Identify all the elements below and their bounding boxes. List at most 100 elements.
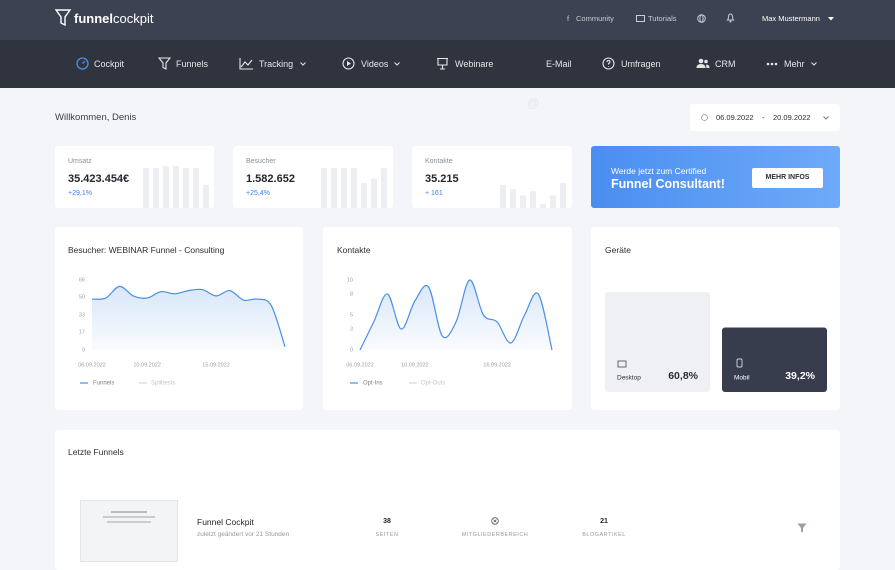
chart-title: Geräte [605,245,631,255]
x-tick-label: 16.09.2022 [483,362,511,368]
date-sep: - [762,113,765,122]
sparkline-bar [530,191,536,208]
y-tick-label: 50 [79,294,85,300]
device-value: 39,2% [785,370,815,382]
y-tick-label: 0 [350,347,353,353]
logo[interactable]: funnelcockpit [74,11,153,26]
sparkline-bar [500,184,506,208]
line-area [92,286,285,350]
funnel-modified: zuletzt geändert vor 21 Stunden [197,531,290,538]
chevron [811,62,817,66]
sparkline-bar [153,168,159,208]
filter-icon[interactable] [797,523,807,533]
x-tick-label: 10.09.2022 [401,362,429,368]
sparkline-bar [361,182,367,208]
tutorials-link[interactable]: Tutorials [648,14,677,23]
cockpit-icon [76,57,89,70]
logo-bold: funnel [74,11,113,26]
stat-value: 35.215 [425,173,459,185]
funnel-thumbnail[interactable] [80,500,178,562]
nav-webinare[interactable]: Webinare [455,59,494,69]
sparkline-bar [381,168,387,208]
caret [828,17,834,21]
globe-icon[interactable] [697,14,706,23]
y-tick-label: 0 [82,347,85,353]
sparkline-bar [341,168,347,208]
promo-line1: Werde jetzt zum Certified [611,166,707,176]
x-tick-label: 10.09.2022 [133,362,161,368]
promo-button[interactable]: MEHR INFOS [752,168,823,188]
sparkline-bar [550,195,556,208]
stat-label: Besucher [246,158,276,165]
stat-number: 21 [600,518,608,525]
nav-crm[interactable]: CRM [715,59,736,69]
promo-banner[interactable]: Werde jetzt zum Certified Funnel Consult… [591,146,840,208]
community-link[interactable]: Community [576,14,614,23]
nav-umfragen[interactable]: Umfragen [621,59,661,69]
legend-label: Opt-Ins [363,381,383,387]
nav-videos[interactable]: Videos [361,59,389,69]
sparkline-bar [203,184,209,208]
x-tick-label: 15.09.2022 [202,362,230,368]
bell-icon[interactable] [726,13,735,23]
date-picker[interactable]: 06.09.2022 - 20.09.2022 [690,104,840,131]
sparkline-bar [371,178,377,208]
date-from: 06.09.2022 [716,113,754,122]
chevron [823,116,829,120]
device-bar [722,327,827,392]
chevron [300,62,306,66]
sparkline-bar [143,168,149,208]
legend-label: Opt-Outs [421,381,445,387]
stat-change: +29,1% [68,190,92,197]
nav-mehr[interactable]: Mehr [784,59,805,69]
stat-caption: BLOGARTIKEL [582,532,626,538]
nav-email[interactable]: E-Mail [546,59,572,69]
logo-icon [55,9,71,27]
survey-icon [602,57,615,70]
stat-card: Kontakte 35.215 + 161 [412,146,572,208]
videos-icon [342,57,355,70]
nav-bar: @ [0,40,895,110]
line [359,279,553,351]
fb-icon: f [567,14,570,23]
funnels-icon [158,57,171,70]
members-icon [491,517,499,525]
tutorial-icon [636,15,645,22]
x-tick-label: 06.09.2022 [78,362,106,368]
y-tick-label: 17 [79,329,85,335]
welcome: Willkommen, Denis [55,112,137,123]
promo-line2: Funnel Consultant! [611,177,725,191]
stat-change: +25,4% [246,190,270,197]
date-to: 20.09.2022 [773,113,811,122]
nav-funnels[interactable]: Funnels [176,59,209,69]
y-tick-label: 10 [347,277,353,283]
nav-cockpit[interactable]: Cockpit [94,59,125,69]
stat-caption: SEITEN [375,532,399,538]
thumb-line [103,516,155,518]
webinar-icon [437,57,448,70]
device-label: Desktop [617,375,641,382]
sparkline-bar [173,166,179,208]
sparkline-bar [351,168,357,208]
line-area [360,279,552,350]
device-bar [605,292,710,392]
funnel-name[interactable]: Funnel Cockpit [197,517,254,527]
logo-light: cockpit [113,11,154,26]
device-icon [736,358,743,368]
more-icon [766,62,778,66]
user-menu[interactable]: Max Mustermann [762,14,820,23]
stat-caption: MITGLIEDERBEREICH [461,532,529,538]
nav-tracking[interactable]: Tracking [259,59,294,69]
section-title: Letzte Funnels [68,447,124,457]
y-tick-label: 66 [79,277,85,283]
top-bar: funnelcockpit f Community Tutorials Max … [0,0,895,40]
thumb-line [111,511,147,513]
y-tick-label: 5 [350,312,353,318]
y-tick-label: 8 [350,291,353,297]
device-label: Mobil [734,375,750,382]
line [91,285,286,348]
legend-label: Splittests [151,381,175,387]
chevron [394,62,400,66]
